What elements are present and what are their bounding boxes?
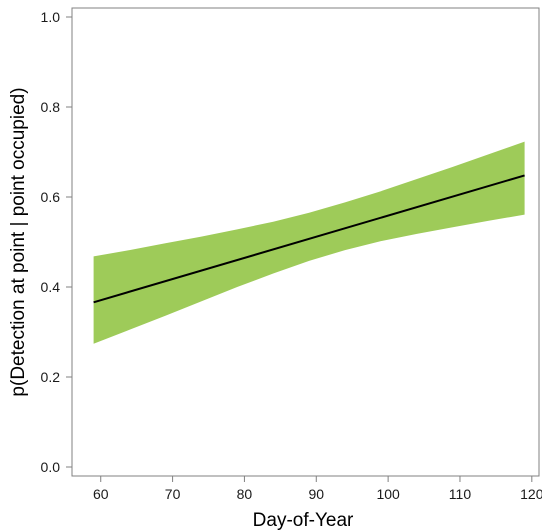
- x-tick-label: 90: [308, 486, 324, 502]
- plot-area-frame: [71, 7, 540, 477]
- series-line-mean: [93, 174, 525, 304]
- x-axis-title: Day-of-Year: [253, 510, 354, 531]
- y-tick-label: 0.2: [41, 369, 61, 385]
- x-tick-label: 110: [449, 486, 472, 502]
- y-axis: 0.0 0.2 0.4 0.6 0.8 1.0: [41, 9, 72, 475]
- y-tick-label: 0.0: [41, 459, 61, 475]
- x-tick-label: 100: [376, 486, 400, 502]
- x-tick-label: 80: [237, 486, 253, 502]
- y-tick-label: 0.4: [41, 279, 61, 295]
- x-tick-label: 120: [520, 486, 542, 502]
- y-axis-title: p(Detection at point | point occupied): [8, 87, 29, 396]
- x-axis: 60 70 80 90 100 110 120: [93, 476, 542, 502]
- y-tick-label: 0.6: [41, 189, 61, 205]
- y-tick-label: 0.8: [41, 99, 61, 115]
- confidence-band: [93, 141, 525, 344]
- x-tick-label: 60: [93, 486, 109, 502]
- x-tick-label: 70: [165, 486, 181, 502]
- y-tick-label: 1.0: [41, 9, 61, 25]
